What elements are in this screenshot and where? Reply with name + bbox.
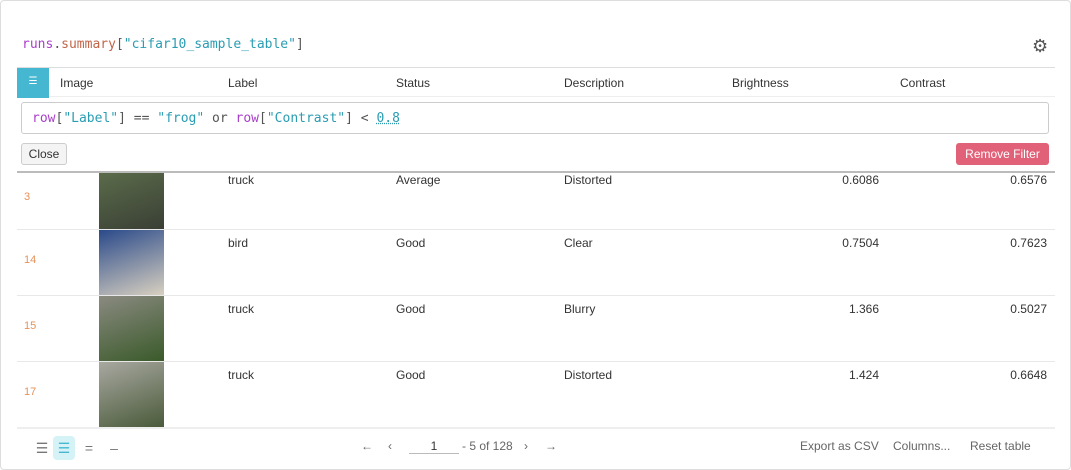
table-row: 14 bird Good Clear 0.7504 0.7623 (17, 230, 1055, 296)
remove-filter-button[interactable]: Remove Filter (956, 143, 1049, 165)
reset-table-button[interactable]: Reset table (970, 439, 1031, 453)
gear-icon[interactable]: ⚙ (1032, 36, 1049, 56)
page-number-input[interactable]: 1 (409, 439, 459, 454)
cell-label: truck (228, 368, 255, 382)
page-range: - 5 of 128 (462, 439, 513, 453)
cell-contrast: 0.7623 (1010, 236, 1047, 250)
row-index: 3 (24, 191, 31, 203)
prev-page-icon[interactable]: ‹ (388, 439, 392, 453)
row-image[interactable] (99, 230, 164, 295)
cell-contrast: 0.6576 (1010, 173, 1047, 187)
cell-description: Distorted (564, 173, 613, 187)
cell-brightness: 1.424 (848, 368, 879, 382)
cell-brightness: 0.7504 (842, 236, 879, 250)
table-row: 15 truck Good Blurry 1.366 0.5027 (17, 296, 1055, 362)
row-image[interactable] (99, 362, 164, 427)
next-page-icon[interactable]: › (524, 439, 528, 453)
last-page-icon[interactable]: → (545, 439, 557, 453)
table-header: ☰ Image Label Status Description Brightn… (17, 67, 1055, 98)
cell-label: truck (228, 302, 255, 316)
cell-brightness: 1.366 (848, 302, 879, 316)
filter-expression-input[interactable]: row["Label"] == "frog" or row["Contrast"… (21, 102, 1049, 134)
cell-description: Clear (564, 236, 593, 250)
first-page-icon[interactable]: ← (361, 439, 373, 453)
table-body: 3 truck Average Distorted 0.6086 0.6576 1… (17, 171, 1055, 428)
cell-contrast: 0.6648 (1010, 368, 1047, 382)
table-footer: ☰ ☰ = – ← ‹ 1 - 5 of 128 › → Export as C… (17, 427, 1055, 467)
cell-label: truck (228, 173, 255, 187)
cell-description: Distorted (564, 368, 613, 382)
cell-status: Good (396, 236, 426, 250)
row-image[interactable] (99, 296, 164, 361)
row-index: 14 (24, 254, 37, 266)
row-index: 17 (24, 386, 37, 398)
cell-description: Blurry (564, 302, 596, 316)
cell-status: Average (396, 173, 441, 187)
density-tall-icon[interactable]: = (84, 440, 94, 456)
column-header-status[interactable]: Status (396, 76, 431, 90)
table-row: 17 truck Good Distorted 1.424 0.6648 (17, 362, 1055, 428)
density-tallest-icon[interactable]: – (110, 440, 118, 456)
density-compact-icon[interactable]: ☰ (35, 440, 49, 456)
column-header-brightness[interactable]: Brightness (732, 76, 789, 90)
row-index: 15 (24, 320, 37, 332)
cell-label: bird (228, 236, 249, 250)
column-header-contrast[interactable]: Contrast (900, 76, 946, 90)
row-image[interactable] (99, 173, 164, 229)
columns-button[interactable]: Columns... (893, 439, 951, 453)
cell-status: Good (396, 302, 426, 316)
cell-status: Good (396, 368, 426, 382)
density-medium-icon[interactable]: ☰ (53, 436, 75, 460)
column-header-image[interactable]: Image (60, 76, 94, 90)
table-row: 3 truck Average Distorted 0.6086 0.6576 (17, 173, 1055, 230)
filter-button[interactable]: ☰ (17, 68, 49, 98)
cell-contrast: 0.5027 (1010, 302, 1047, 316)
panel-title: runs.summary["cifar10_sample_table"] (22, 37, 304, 52)
column-header-label[interactable]: Label (228, 76, 258, 90)
export-csv-button[interactable]: Export as CSV (800, 439, 879, 453)
cell-brightness: 0.6086 (842, 173, 879, 187)
column-header-description[interactable]: Description (564, 76, 625, 90)
filter-icon: ☰ (28, 76, 38, 87)
close-filter-button[interactable]: Close (21, 143, 67, 165)
